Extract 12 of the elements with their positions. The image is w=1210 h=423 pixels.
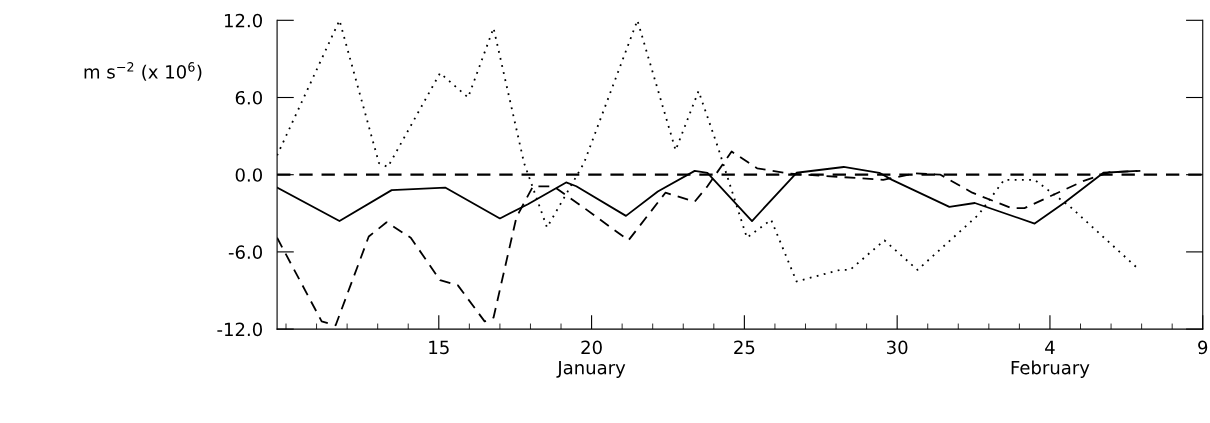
x-tick-label: 15 (429, 340, 449, 355)
x-tick-label: 30 (887, 340, 908, 355)
y-tick-label: 6.0 (235, 90, 262, 105)
x-tick-label: 25 (734, 340, 755, 355)
y-tick-label: -6.0 (228, 245, 262, 260)
x-tick-label: 4 February (1011, 340, 1090, 378)
x-tick-label: 20 January (556, 340, 626, 378)
y-tick-label: -12.0 (217, 322, 262, 337)
y-axis-title: m s$^{−2}$ (x 10$^{6}$) (84, 62, 202, 81)
y-tick-label: 12.0 (224, 13, 262, 28)
x-tick-label: 9 (1198, 340, 1208, 355)
y-tick-label: 0.0 (235, 168, 262, 182)
